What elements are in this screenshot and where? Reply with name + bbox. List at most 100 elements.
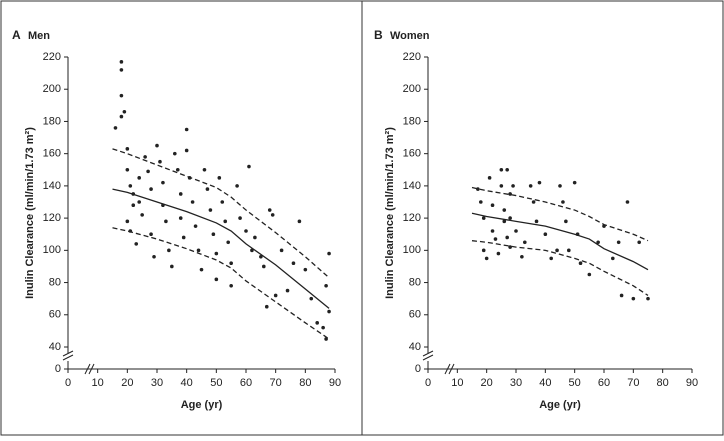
data-point: [481, 216, 486, 220]
data-point: [499, 167, 504, 172]
data-point: [149, 232, 153, 237]
data-point: [315, 321, 320, 325]
data-point: [490, 203, 495, 208]
median-line: [112, 188, 330, 309]
data-point: [264, 304, 269, 309]
data-point: [523, 240, 527, 245]
data-point: [140, 213, 144, 217]
data-point: [178, 216, 183, 220]
data-point: [567, 248, 571, 253]
data-point: [155, 143, 159, 148]
data-point: [214, 251, 219, 256]
x-axis-label: Age (yr): [181, 399, 223, 411]
data-point: [125, 167, 130, 172]
data-point: [226, 240, 230, 245]
y-axis-label: Inulin Clearance (ml/min/1.73 m²): [24, 127, 36, 299]
y-tick-label: 100: [403, 244, 421, 256]
data-point: [184, 127, 189, 132]
data-point: [119, 114, 124, 119]
panel-title: Women: [390, 30, 430, 42]
data-point: [196, 248, 201, 253]
y-tick-label: 220: [403, 51, 421, 63]
data-point: [119, 60, 124, 64]
data-point: [143, 155, 147, 159]
y-tick-label: 40: [49, 341, 61, 353]
y-tick-label: 40: [409, 341, 421, 353]
x-tick-label: 20: [121, 377, 133, 389]
data-point: [125, 219, 130, 224]
data-point: [619, 293, 624, 298]
y-tick-label: 80: [409, 276, 421, 288]
data-point: [572, 180, 577, 185]
x-tick-label: 80: [657, 377, 669, 389]
x-tick-label: 70: [627, 377, 639, 389]
data-point: [146, 169, 150, 174]
data-point: [229, 261, 233, 266]
x-tick-label: 10: [92, 377, 104, 389]
data-point: [505, 167, 510, 172]
data-point: [479, 200, 483, 204]
data-point: [208, 208, 213, 212]
data-point: [505, 235, 510, 240]
data-point: [170, 264, 174, 269]
data-point: [238, 216, 242, 220]
data-point: [324, 337, 328, 341]
data-point: [214, 277, 219, 282]
data-point: [499, 184, 504, 188]
data-point: [321, 325, 325, 330]
data-point: [564, 219, 568, 224]
data-point: [484, 256, 489, 261]
data-point: [646, 296, 650, 301]
data-point: [637, 240, 641, 245]
data-point: [229, 283, 233, 288]
y-tick-label: 140: [43, 180, 61, 192]
data-point: [496, 251, 501, 256]
y-tick-label: 160: [403, 148, 421, 160]
data-point: [502, 219, 507, 224]
data-point: [537, 180, 542, 185]
data-point: [199, 267, 204, 272]
y-tick-label: 60: [49, 309, 61, 321]
data-point: [508, 216, 512, 220]
data-point: [528, 184, 533, 188]
percentile-line: [471, 186, 649, 242]
x-tick-label: 90: [329, 377, 341, 389]
data-point: [596, 240, 600, 245]
data-point: [167, 248, 171, 253]
data-point: [152, 254, 156, 259]
data-point: [131, 203, 136, 208]
x-axis-label: Age (yr): [539, 399, 581, 411]
data-point: [625, 200, 630, 204]
data-point: [297, 219, 302, 224]
data-point: [125, 147, 130, 151]
y-tick-label: 120: [43, 212, 61, 224]
data-point: [161, 203, 165, 208]
data-point: [184, 148, 189, 153]
panel-letter: A: [12, 28, 21, 42]
data-point: [587, 272, 592, 277]
percentile-line: [112, 227, 330, 340]
data-point: [578, 261, 583, 266]
data-point: [149, 187, 153, 191]
data-point: [161, 180, 165, 185]
panel-title: Men: [28, 30, 50, 42]
x-tick-label: 30: [510, 377, 522, 389]
data-point: [303, 267, 308, 272]
y-tick-label: 180: [43, 115, 61, 127]
data-point: [270, 213, 275, 217]
y-tick-label: 120: [403, 212, 421, 224]
y-tick-label: 180: [403, 115, 421, 127]
data-point: [119, 68, 124, 72]
data-point: [508, 245, 512, 249]
data-point: [555, 248, 559, 253]
data-point: [235, 184, 239, 188]
data-point: [631, 296, 636, 301]
data-point: [502, 208, 507, 212]
data-point: [543, 232, 548, 237]
x-tick-label: 70: [270, 377, 282, 389]
y-tick-label: 200: [403, 83, 421, 95]
data-point: [113, 126, 118, 130]
data-point: [134, 242, 139, 246]
x-tick-label: 0: [425, 377, 431, 389]
y-tick-label: 140: [403, 180, 421, 192]
